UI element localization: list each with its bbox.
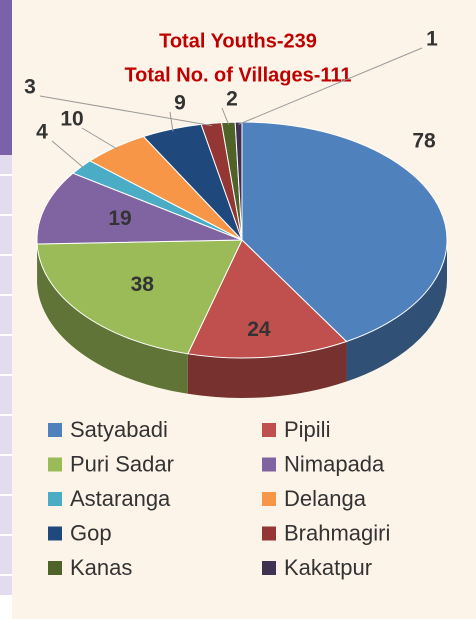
pie-sides	[37, 240, 447, 399]
legend-swatch	[262, 526, 276, 541]
data-label: 24	[247, 318, 271, 341]
legend-swatch	[48, 423, 62, 437]
data-label: 9	[174, 92, 186, 115]
legend-label: Astaranga	[70, 486, 171, 511]
pie-slice	[36, 172, 243, 245]
leader-line	[81, 127, 118, 150]
legend-swatch	[262, 492, 276, 506]
pie-tops	[36, 121, 448, 359]
leader-line	[221, 107, 230, 125]
data-label: 2	[226, 88, 238, 111]
chart-subtitle: Total No. of Villages-111	[124, 64, 351, 86]
legend-label: Delanga	[284, 486, 367, 511]
legend-label: Puri Sadar	[70, 451, 174, 476]
legend-label: Satyabadi	[70, 417, 168, 442]
pie-slice	[234, 121, 243, 241]
legend-swatch	[48, 561, 62, 575]
legend-swatch	[262, 561, 276, 575]
leader-line	[51, 140, 85, 169]
data-label: 10	[60, 108, 83, 131]
pie-slice	[187, 239, 348, 359]
legend-swatch	[48, 526, 62, 541]
legend-swatch	[48, 492, 62, 506]
legend-label: Gop	[70, 520, 112, 545]
leader-line	[238, 47, 423, 125]
data-label: 4	[36, 121, 48, 144]
pie-slice	[36, 239, 243, 355]
legend-label: Nimapada	[284, 451, 385, 476]
legend-label: Kakatpur	[284, 555, 372, 580]
data-label: 38	[131, 273, 155, 296]
legend-swatch	[262, 423, 276, 437]
data-label: 3	[24, 76, 36, 99]
table-edge	[0, 0, 12, 595]
data-label: 19	[108, 207, 131, 230]
data-label: 78	[412, 130, 436, 153]
legend-label: Brahmagiri	[284, 520, 390, 545]
leader-line	[39, 95, 212, 127]
table-header	[0, 0, 12, 155]
leader-line	[169, 111, 174, 132]
legend-label: Kanas	[70, 555, 132, 580]
pie-slice	[241, 121, 448, 343]
data-label: 1	[426, 28, 438, 51]
pie-side	[346, 240, 447, 382]
pie-side	[187, 341, 347, 399]
chart-title: Total Youths-239	[159, 30, 317, 52]
legend-swatch	[262, 457, 276, 472]
legend-swatch	[48, 457, 62, 472]
legend-label: Pipili	[284, 417, 330, 442]
pie-side	[37, 243, 188, 394]
